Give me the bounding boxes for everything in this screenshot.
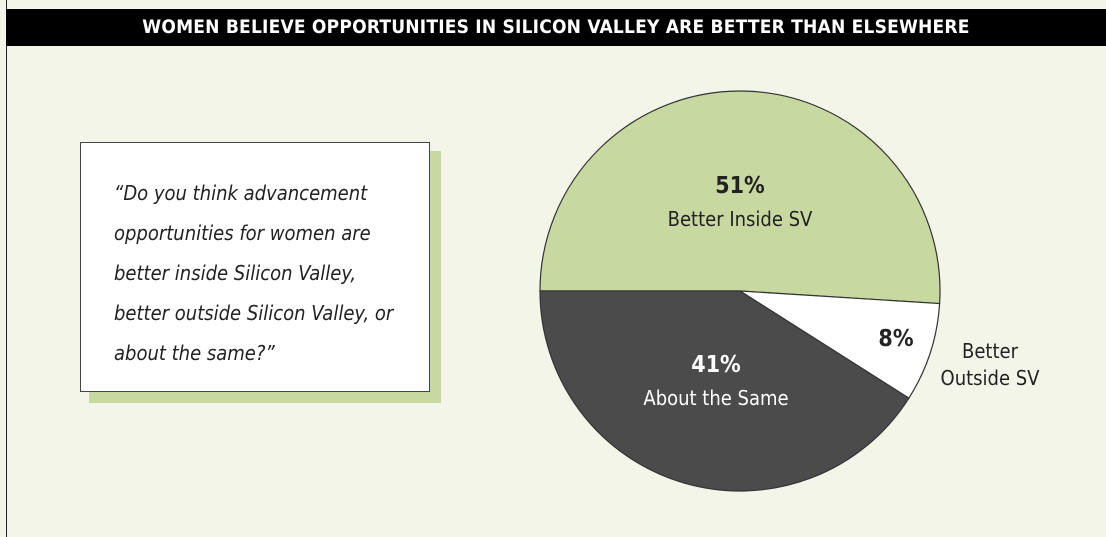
value-label: 8%: [878, 326, 914, 352]
value-label: 51%: [715, 173, 765, 199]
pie-slice: [539, 90, 941, 305]
value-label: 41%: [691, 352, 741, 378]
slice-label: 51% Better Inside SV: [668, 170, 813, 236]
frame: [6, 0, 1106, 537]
chart-title: WOMEN BELIEVE OPPORTUNITIES IN SILICON V…: [6, 9, 1106, 46]
category-label: Better Inside SV: [667, 207, 813, 231]
slice-label: 41% About the Same: [643, 349, 788, 415]
question-box: “Do you think advancement opportunities …: [80, 142, 430, 392]
pie-slice: [739, 290, 941, 399]
pie-slice: [539, 290, 910, 492]
category-label: Better Outside SV: [940, 339, 1040, 390]
slice-label: 8%: [878, 323, 913, 356]
category-label: About the Same: [643, 386, 789, 410]
